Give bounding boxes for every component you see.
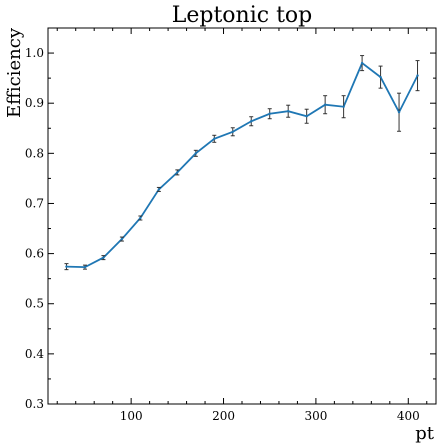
- data-point: [323, 103, 327, 106]
- error-bar: [360, 55, 365, 72]
- data-point: [213, 137, 216, 140]
- data-point: [397, 111, 401, 114]
- error-bar: [378, 65, 383, 89]
- x-tick-label: 400: [397, 409, 420, 423]
- error-bar: [230, 127, 235, 137]
- data-point: [379, 75, 382, 79]
- y-tick-label: 0.5: [25, 297, 44, 311]
- y-tick-label: 0.6: [25, 247, 44, 261]
- x-tick-label: 300: [304, 409, 327, 423]
- error-bar: [323, 95, 328, 115]
- data-point: [83, 265, 87, 269]
- error-bar: [249, 116, 254, 127]
- axis-ticks: 100 200 300 400 0.3 0.4 0.5 0.6 0.7 0.8 0.9 1.0: [25, 27, 436, 423]
- data-point: [176, 171, 179, 174]
- data-point: [139, 216, 142, 220]
- x-axis-label: pt: [415, 423, 435, 444]
- error-bar: [341, 95, 346, 119]
- data-point: [268, 112, 271, 115]
- y-axis-label: Efficiency: [4, 27, 25, 118]
- data-point: [157, 188, 161, 191]
- error-bar: [267, 108, 272, 120]
- data-point: [286, 110, 290, 113]
- x-tick-label: 200: [212, 409, 235, 423]
- y-tick-label: 0.7: [25, 196, 44, 210]
- error-bar: [397, 92, 402, 132]
- error-bar: [286, 104, 291, 118]
- data-point: [194, 152, 198, 155]
- error-bar: [64, 263, 69, 271]
- error-bar: [138, 215, 143, 221]
- efficiency-line: [66, 61, 419, 269]
- data-point: [65, 265, 68, 268]
- data-point: [342, 105, 345, 108]
- series-marks: [64, 55, 420, 271]
- data-point: [250, 120, 253, 123]
- error-bar: [193, 149, 198, 157]
- y-tick-label: 0.3: [25, 397, 44, 411]
- data-point: [120, 237, 124, 241]
- y-tick-label: 0.8: [25, 146, 44, 160]
- data-point: [305, 115, 308, 118]
- error-bar: [304, 108, 309, 124]
- error-bar: [212, 134, 217, 143]
- error-bar: [175, 169, 180, 176]
- data-point: [231, 130, 234, 133]
- error-bar: [82, 264, 87, 270]
- data-point: [360, 61, 364, 65]
- y-tick-label: 0.9: [25, 96, 44, 110]
- data-point: [416, 74, 419, 77]
- x-tick-label: 100: [120, 409, 143, 423]
- error-bar: [101, 255, 106, 261]
- y-tick-label: 0.4: [25, 347, 44, 361]
- error-bar: [156, 186, 161, 192]
- chart-title: Leptonic top: [172, 3, 313, 28]
- data-point: [102, 256, 105, 259]
- y-tick-label: 1.0: [25, 46, 44, 60]
- error-bar: [119, 236, 124, 242]
- error-bar: [415, 60, 420, 92]
- plot-frame: [47, 27, 437, 405]
